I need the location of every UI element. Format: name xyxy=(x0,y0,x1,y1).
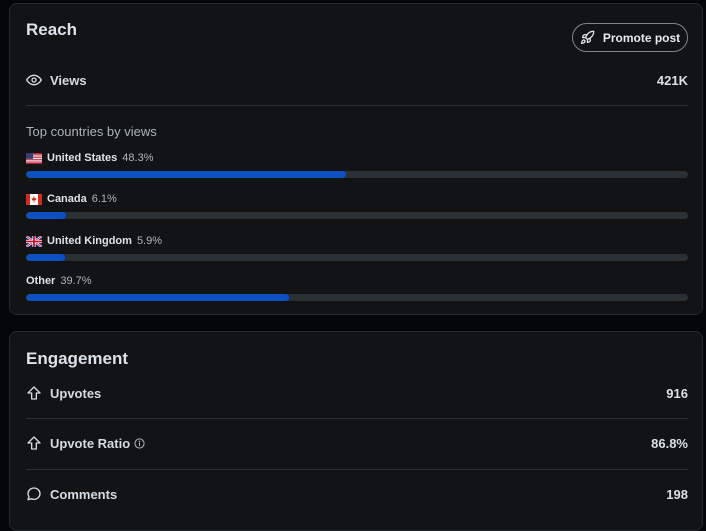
upvote-ratio-row: Upvote Ratio 86.8% xyxy=(26,435,688,451)
reach-title: Reach xyxy=(26,20,78,39)
comments-row: Comments 198 xyxy=(26,486,688,502)
country-name: United States xyxy=(47,152,118,164)
upvote-ratio-label: Upvote Ratio xyxy=(50,435,131,451)
upvote-icon xyxy=(26,435,42,451)
comments-label: Comments xyxy=(50,486,118,502)
promote-post-label: Promote post xyxy=(602,30,681,45)
info-icon[interactable] xyxy=(134,437,145,449)
upvotes-row: Upvotes 916 xyxy=(26,385,688,401)
country-row-united-states: United States 48.3% xyxy=(26,151,688,181)
country-row-other: Other 39.7% xyxy=(26,274,688,304)
progress-track xyxy=(26,294,688,301)
progress-fill xyxy=(26,254,66,261)
views-value: 421K xyxy=(656,72,688,88)
promote-post-button[interactable]: Promote post xyxy=(572,23,688,52)
country-name: United Kingdom xyxy=(47,235,132,247)
upvotes-value: 916 xyxy=(666,385,688,401)
progress-track xyxy=(26,254,688,261)
progress-track xyxy=(26,171,688,178)
country-name: Canada xyxy=(47,193,87,205)
country-row-united-kingdom: United Kingdom 5.9% xyxy=(26,234,688,264)
progress-fill xyxy=(26,171,346,178)
divider xyxy=(26,105,688,106)
progress-fill xyxy=(26,294,289,301)
upvote-icon xyxy=(26,385,42,401)
comment-icon xyxy=(26,486,42,502)
country-row-canada: Canada 6.1% xyxy=(26,192,688,222)
upvotes-label: Upvotes xyxy=(50,385,102,401)
country-percent: 6.1% xyxy=(91,193,117,205)
progress-track xyxy=(26,212,688,219)
views-label: Views xyxy=(50,72,87,88)
ca-flag-icon xyxy=(26,193,42,205)
countries-heading: Top countries by views xyxy=(26,124,157,139)
upvote-ratio-value: 86.8% xyxy=(651,435,688,451)
engagement-card: Engagement Upvotes 916 Upvote Ratio xyxy=(9,331,703,531)
eye-icon xyxy=(26,72,42,88)
progress-fill xyxy=(26,212,67,219)
country-percent: 48.3% xyxy=(122,152,154,164)
divider xyxy=(26,469,688,470)
views-row: Views 421K xyxy=(26,72,688,88)
country-percent: 39.7% xyxy=(60,275,92,287)
us-flag-icon xyxy=(26,152,42,164)
divider xyxy=(26,418,688,419)
rocket-icon xyxy=(580,30,596,46)
engagement-title: Engagement xyxy=(26,349,129,368)
reach-card: Reach Promote post Views 421K Top countr… xyxy=(9,3,703,315)
country-percent: 5.9% xyxy=(136,235,163,247)
uk-flag-icon xyxy=(26,235,42,247)
comments-value: 198 xyxy=(666,486,688,502)
country-name: Other xyxy=(26,275,56,287)
